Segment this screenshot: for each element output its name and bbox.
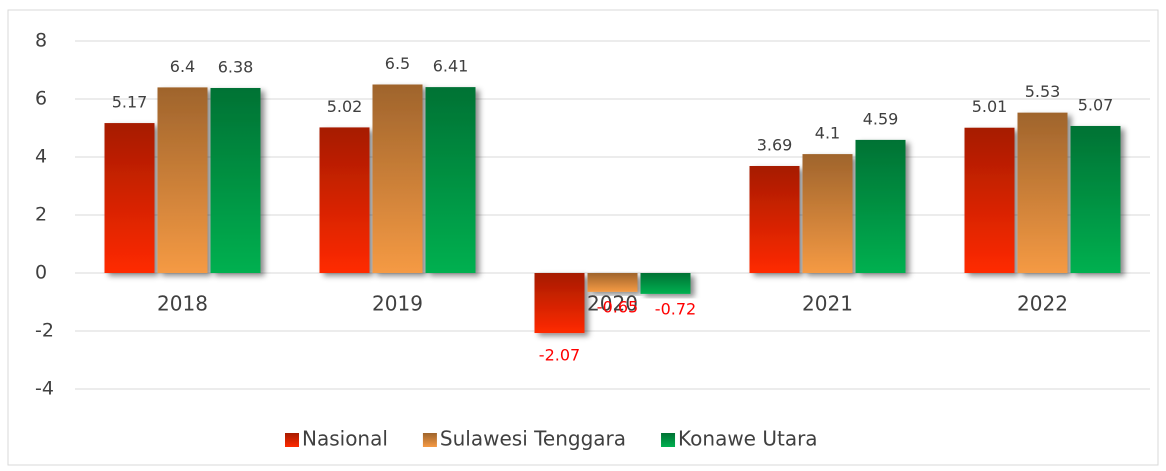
x-tick-label: 2019 [372,292,423,316]
data-label: -0.72 [655,299,696,318]
data-label: 4.1 [815,124,840,143]
bar [855,139,906,273]
data-label: -0.65 [597,297,638,316]
legend-label: Konawe Utara [678,427,818,451]
data-label: 4.59 [863,109,899,128]
bar [425,87,476,273]
bar [372,84,423,273]
y-tick-label: -2 [35,320,54,342]
bar [802,154,853,273]
bar [749,165,800,273]
legend-label: Nasional [302,427,388,451]
data-label: 5.02 [327,97,363,116]
legend-label: Sulawesi Tenggara [440,427,626,451]
x-tick-label: 2018 [157,292,208,316]
data-label: -2.07 [539,346,580,365]
bar [587,273,638,292]
data-label: 5.01 [972,97,1008,116]
data-label: 5.17 [112,93,148,112]
legend-swatch [661,433,676,447]
data-label: 6.4 [170,57,195,76]
y-tick-label: 4 [35,146,47,168]
y-tick-label: 6 [35,88,47,110]
bar [104,123,155,273]
data-label: 6.38 [218,57,254,76]
x-tick-label: 2020 [587,292,638,316]
legend-swatch [422,433,437,447]
bar [534,273,585,334]
y-tick-label: 0 [35,262,47,284]
bar [210,87,261,273]
bar [1017,112,1068,273]
x-tick-label: 2021 [802,292,853,316]
bar [157,87,208,274]
x-tick-label: 2022 [1017,292,1068,316]
bar [319,127,370,273]
data-label: 6.41 [433,57,469,76]
data-label: 5.07 [1078,95,1114,114]
bar [640,273,691,294]
data-label: 5.53 [1025,82,1061,101]
bar [1070,125,1121,273]
y-tick-label: 2 [35,204,47,226]
y-tick-label: 8 [35,30,47,52]
data-label: 3.69 [757,135,793,154]
data-label: 6.5 [385,54,410,73]
y-tick-label: -4 [35,378,54,400]
legend-swatch [285,433,299,447]
bar [964,127,1015,274]
